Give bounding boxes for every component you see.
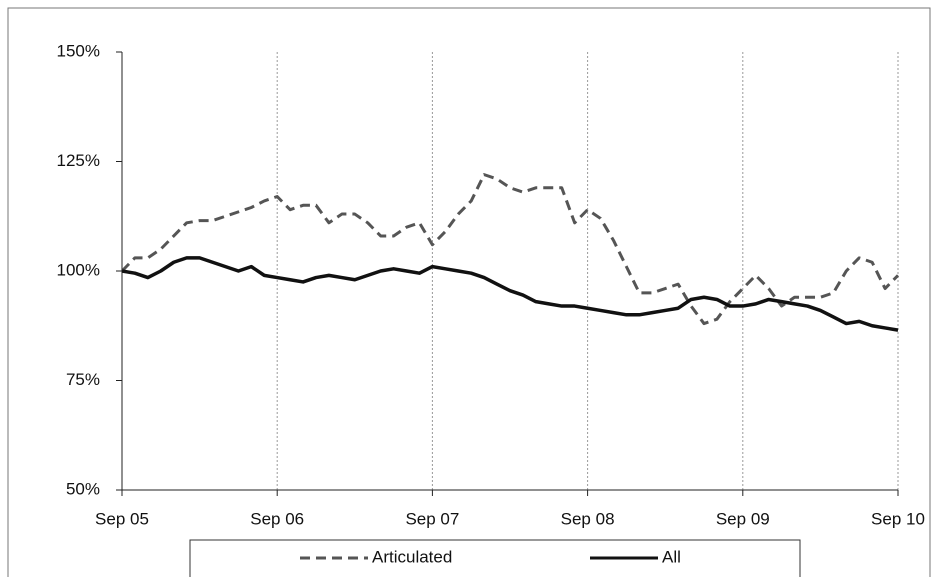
y-tick-label: 75% — [66, 370, 100, 389]
series-line — [120, 173, 900, 326]
y-tick-label: 125% — [57, 151, 100, 170]
legend-label: Articulated — [372, 547, 452, 566]
x-tick-label: Sep 07 — [405, 509, 459, 528]
x-tick-label: Sep 05 — [95, 509, 149, 528]
series-line — [121, 256, 899, 332]
x-tick-label: Sep 08 — [561, 509, 615, 528]
legend-label: All — [662, 547, 681, 566]
chart-frame — [7, 7, 931, 577]
y-tick-label: 100% — [57, 260, 100, 279]
y-tick-label: 50% — [66, 479, 100, 498]
x-tick-label: Sep 10 — [871, 509, 925, 528]
x-tick-label: Sep 09 — [716, 509, 770, 528]
y-tick-label: 150% — [57, 41, 100, 60]
legend-box — [189, 539, 801, 577]
x-tick-label: Sep 06 — [250, 509, 304, 528]
